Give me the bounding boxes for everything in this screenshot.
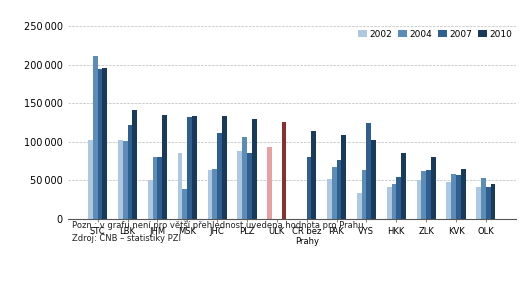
Bar [417,180,421,219]
Bar [431,157,436,219]
Bar [486,187,491,219]
Bar [153,157,157,219]
Bar [366,124,371,219]
Legend: 2002, 2004, 2007, 2010: 2002, 2004, 2007, 2010 [354,26,516,43]
Bar [357,193,362,219]
Bar [118,140,123,219]
Bar [93,55,97,219]
Bar [332,167,337,219]
Bar [148,180,153,219]
Bar [242,137,247,219]
Bar [476,187,481,219]
Bar [341,135,346,219]
Bar [421,171,426,219]
Bar [461,169,466,219]
Text: Pozn.: v grafu není pro větší přehlednost uvedena hodnota pro Prahu: Pozn.: v grafu není pro větší přehlednos… [72,221,364,230]
Bar [157,157,162,219]
Bar [182,189,187,219]
Bar [123,141,128,219]
Bar [481,178,486,219]
Bar [247,154,252,219]
Bar [132,110,137,219]
Bar [387,187,391,219]
Bar [401,153,406,219]
Bar [312,131,316,219]
Bar [491,184,495,219]
Bar [327,179,332,219]
Bar [222,117,227,219]
Bar [213,169,217,219]
Bar [267,147,272,219]
Bar [396,177,401,219]
Bar [162,115,167,219]
Bar [282,122,287,219]
Bar [337,160,341,219]
Bar [456,175,461,219]
Text: Zdroj: ČNB – statistiky PZI: Zdroj: ČNB – statistiky PZI [72,232,181,243]
Bar [446,182,451,219]
Bar [391,184,396,219]
Bar [362,171,366,219]
Bar [192,117,197,219]
Bar [217,133,222,219]
Bar [128,125,132,219]
Bar [238,151,242,219]
Bar [426,171,431,219]
Bar [187,117,192,219]
Bar [207,171,213,219]
Bar [307,157,312,219]
Bar [451,173,456,219]
Bar [97,69,103,219]
Bar [88,140,93,219]
Bar [371,140,376,219]
Bar [252,119,256,219]
Bar [103,68,107,219]
Bar [178,153,182,219]
